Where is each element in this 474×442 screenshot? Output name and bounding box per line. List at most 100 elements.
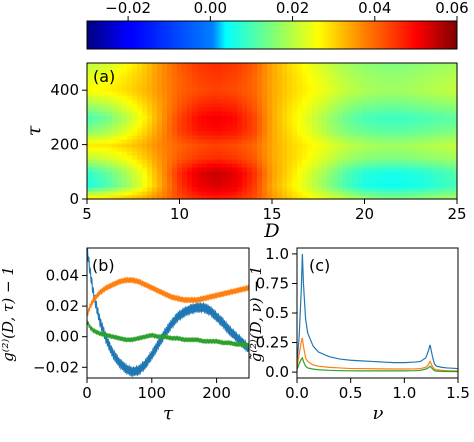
- heatmap-cell: [382, 95, 388, 100]
- heatmap-cell: [182, 151, 188, 156]
- heatmap-cell: [157, 139, 163, 144]
- heatmap-cell: [387, 191, 393, 196]
- heatmap-cell: [367, 171, 373, 176]
- heatmap-cell: [432, 155, 438, 160]
- heatmap-cell: [107, 123, 113, 128]
- heatmap-cell: [177, 163, 183, 168]
- heatmap-cell: [442, 191, 448, 196]
- heatmap-cell: [377, 115, 383, 120]
- heatmap-cell: [152, 147, 158, 152]
- heatmap-cell: [312, 143, 318, 148]
- heatmap-cell: [347, 103, 353, 108]
- heatmap-cell: [137, 191, 143, 196]
- heatmap-cell: [187, 107, 193, 112]
- heatmap-cell: [97, 127, 103, 132]
- heatmap-cell: [87, 99, 93, 104]
- heatmap-cell: [137, 127, 143, 132]
- heatmap-cell: [127, 115, 133, 120]
- heatmap-cell: [392, 147, 398, 152]
- panel-a-x-tick-label: 15: [262, 205, 281, 223]
- heatmap-cell: [212, 143, 218, 148]
- heatmap-cell: [232, 115, 238, 120]
- heatmap-cell: [137, 131, 143, 136]
- heatmap-cell: [147, 67, 153, 72]
- heatmap-cell: [402, 139, 408, 144]
- heatmap-cell: [362, 139, 368, 144]
- heatmap-cell: [307, 87, 313, 92]
- heatmap-cell: [172, 111, 178, 116]
- heatmap-cell: [282, 127, 288, 132]
- heatmap-cell: [447, 187, 453, 192]
- heatmap-cell: [362, 187, 368, 192]
- heatmap-cell: [107, 195, 113, 200]
- heatmap-cell: [87, 95, 93, 100]
- heatmap-cell: [332, 87, 338, 92]
- heatmap-cell: [232, 119, 238, 124]
- heatmap-cell: [212, 71, 218, 76]
- heatmap-cell: [382, 75, 388, 80]
- heatmap-cell: [147, 63, 153, 68]
- heatmap-cell: [272, 179, 278, 184]
- heatmap-cell: [282, 167, 288, 172]
- heatmap-cell: [97, 75, 103, 80]
- heatmap-cell: [232, 171, 238, 176]
- heatmap-cell: [292, 127, 298, 132]
- heatmap-cell: [177, 127, 183, 132]
- heatmap-cell: [442, 139, 448, 144]
- heatmap-cell: [347, 63, 353, 68]
- heatmap-cell: [422, 115, 428, 120]
- heatmap-cell: [317, 139, 323, 144]
- heatmap-cell: [327, 171, 333, 176]
- heatmap-cell: [112, 103, 118, 108]
- heatmap-cell: [207, 159, 213, 164]
- heatmap-cell: [87, 119, 93, 124]
- heatmap-cell: [97, 95, 103, 100]
- heatmap-cell: [142, 147, 148, 152]
- heatmap-cell: [282, 107, 288, 112]
- heatmap-cell: [362, 119, 368, 124]
- heatmap-cell: [117, 183, 123, 188]
- heatmap-cell: [107, 135, 113, 140]
- heatmap-cell: [102, 163, 108, 168]
- heatmap-cell: [277, 87, 283, 92]
- heatmap-cell: [192, 171, 198, 176]
- heatmap-cell: [112, 195, 118, 200]
- heatmap-cell: [437, 99, 443, 104]
- heatmap-cell: [412, 103, 418, 108]
- heatmap-cell: [287, 143, 293, 148]
- heatmap-cell: [422, 63, 428, 68]
- heatmap-cell: [372, 167, 378, 172]
- heatmap-cell: [332, 79, 338, 84]
- heatmap-cell: [297, 191, 303, 196]
- heatmap-cell: [337, 163, 343, 168]
- heatmap-cell: [217, 75, 223, 80]
- heatmap-cell: [407, 79, 413, 84]
- heatmap-cell: [282, 195, 288, 200]
- heatmap-cell: [372, 119, 378, 124]
- heatmap-cell: [102, 171, 108, 176]
- heatmap-cell: [197, 151, 203, 156]
- heatmap-cell: [212, 63, 218, 68]
- heatmap-cell: [172, 99, 178, 104]
- heatmap-cell: [427, 99, 433, 104]
- heatmap-cell: [267, 179, 273, 184]
- heatmap-cell: [187, 127, 193, 132]
- heatmap-cell: [387, 195, 393, 200]
- panel-c-x-tick-label: 1.0: [392, 384, 416, 402]
- heatmap-cell: [232, 71, 238, 76]
- heatmap-cell: [342, 115, 348, 120]
- heatmap-cell: [402, 103, 408, 108]
- heatmap-cell: [197, 83, 203, 88]
- heatmap-cell: [232, 91, 238, 96]
- heatmap-cell: [102, 179, 108, 184]
- heatmap-cell: [327, 151, 333, 156]
- heatmap-cell: [212, 99, 218, 104]
- heatmap-cell: [87, 143, 93, 148]
- heatmap-cell: [132, 155, 138, 160]
- heatmap-cell: [102, 107, 108, 112]
- heatmap-cell: [367, 95, 373, 100]
- heatmap-cell: [277, 111, 283, 116]
- heatmap-cell: [192, 131, 198, 136]
- heatmap-cell: [307, 83, 313, 88]
- heatmap-cell: [427, 159, 433, 164]
